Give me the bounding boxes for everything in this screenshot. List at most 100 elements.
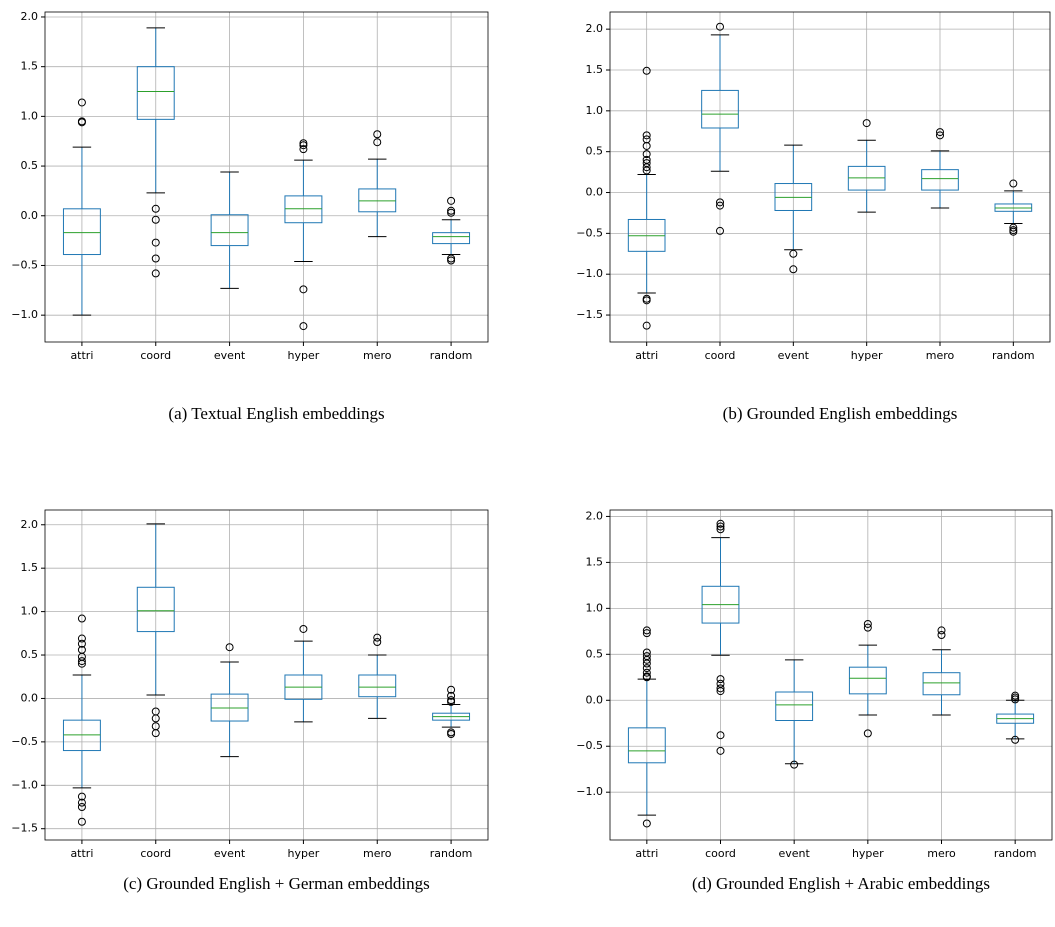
- y-tick-label: 0.5: [586, 145, 604, 158]
- flier: [1011, 695, 1020, 704]
- flier: [863, 619, 872, 628]
- flier: [642, 655, 651, 664]
- x-tick-label: coord: [140, 349, 171, 362]
- flier: [716, 675, 725, 684]
- x-tick-label: coord: [140, 847, 171, 860]
- flier: [936, 131, 944, 140]
- axes-frame: [44, 509, 489, 841]
- flier: [716, 198, 724, 207]
- x-tick-label: hyper: [852, 847, 884, 860]
- caption: (c) Grounded English + German embeddings: [123, 874, 430, 893]
- x-tick-label: event: [778, 847, 810, 860]
- x-tick-label: attri: [70, 349, 93, 362]
- flier: [77, 98, 86, 107]
- flier: [863, 729, 872, 738]
- flier: [1009, 179, 1018, 188]
- flier: [447, 691, 456, 700]
- axes-frame: [609, 11, 1051, 343]
- x-tick-label: mero: [363, 349, 392, 362]
- y-tick-label: 1.5: [586, 555, 604, 568]
- flier: [225, 643, 234, 652]
- flier: [936, 128, 944, 137]
- x-tick-label: attri: [70, 847, 93, 860]
- x-tick-label: event: [214, 349, 246, 362]
- x-tick-label: hyper: [288, 349, 320, 362]
- x-tick-label: attri: [635, 847, 658, 860]
- x-tick-label: mero: [926, 349, 955, 362]
- flier: [77, 657, 86, 666]
- y-tick-label: −1.5: [576, 308, 603, 321]
- caption: (d) Grounded English + Arabic embeddings: [692, 874, 990, 893]
- flier: [642, 819, 651, 828]
- flier: [1011, 735, 1020, 744]
- x-tick-label: event: [778, 349, 810, 362]
- y-tick-label: 1.5: [21, 561, 39, 574]
- box: [848, 666, 887, 695]
- y-tick-label: −1.0: [11, 778, 38, 791]
- x-tick-label: coord: [705, 847, 736, 860]
- x-tick-label: random: [994, 847, 1037, 860]
- box: [62, 208, 101, 256]
- flier: [937, 626, 946, 635]
- flier: [373, 138, 382, 147]
- flier: [642, 626, 651, 635]
- flier: [299, 139, 308, 148]
- y-tick-label: −0.5: [11, 735, 38, 748]
- y-tick-label: 1.5: [21, 60, 39, 73]
- box: [210, 214, 249, 247]
- box: [136, 586, 175, 633]
- flier: [716, 22, 724, 31]
- flier: [642, 659, 651, 668]
- y-tick-label: −1.0: [576, 267, 603, 280]
- flier: [642, 673, 651, 682]
- flier: [716, 684, 725, 693]
- flier: [151, 204, 160, 213]
- flier: [862, 119, 871, 128]
- box: [775, 691, 814, 722]
- flier: [77, 634, 86, 643]
- x-tick-label: mero: [927, 847, 956, 860]
- flier: [447, 685, 456, 694]
- y-tick-label: 0.5: [586, 647, 604, 660]
- x-tick-label: random: [430, 349, 473, 362]
- y-tick-label: 0.0: [21, 691, 39, 704]
- flier: [373, 633, 382, 642]
- flier: [299, 285, 308, 294]
- flier: [1009, 227, 1018, 236]
- flier: [299, 141, 308, 150]
- y-tick-label: 0.0: [586, 186, 604, 199]
- x-tick-label: hyper: [288, 847, 320, 860]
- flier: [77, 798, 86, 807]
- y-tick-label: −0.5: [576, 226, 603, 239]
- flier: [789, 265, 798, 274]
- y-tick-label: 1.0: [586, 601, 604, 614]
- flier: [716, 522, 725, 531]
- y-tick-label: 1.5: [586, 63, 604, 76]
- caption: (a) Textual English embeddings: [168, 404, 384, 423]
- flier: [716, 687, 725, 696]
- flier: [151, 269, 160, 278]
- y-tick-label: −1.5: [11, 822, 38, 835]
- axes-frame: [44, 11, 489, 343]
- box: [432, 232, 471, 245]
- y-tick-label: 0.5: [21, 648, 39, 661]
- flier: [77, 118, 86, 127]
- flier: [151, 714, 160, 723]
- flier: [151, 215, 160, 224]
- x-tick-label: event: [214, 847, 246, 860]
- flier: [299, 624, 308, 633]
- x-tick-label: hyper: [851, 349, 883, 362]
- flier: [1009, 223, 1018, 232]
- y-tick-label: −0.5: [11, 258, 38, 271]
- flier: [151, 238, 160, 247]
- y-tick-label: 0.0: [586, 693, 604, 706]
- box: [921, 169, 959, 191]
- flier: [716, 226, 724, 235]
- flier: [447, 208, 456, 217]
- y-tick-label: 0.5: [21, 159, 39, 172]
- flier: [299, 145, 308, 154]
- flier: [77, 659, 86, 668]
- box: [136, 66, 175, 120]
- y-tick-label: −0.5: [576, 739, 603, 752]
- y-tick-label: 2.0: [21, 10, 39, 23]
